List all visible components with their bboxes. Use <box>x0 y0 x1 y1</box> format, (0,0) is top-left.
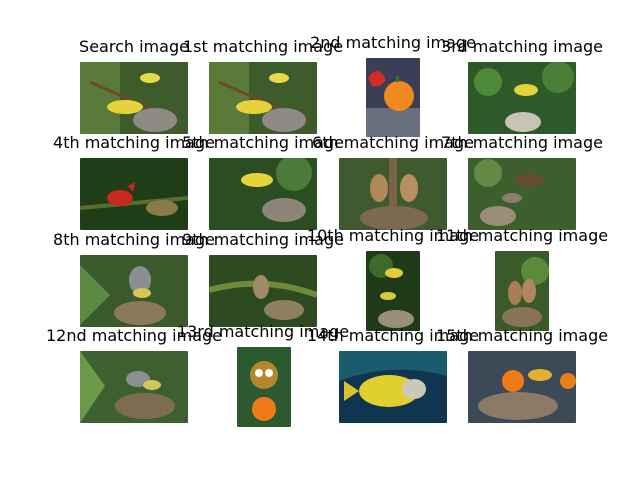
bird-figurine-icon <box>468 351 576 423</box>
rooster-orange-icon <box>366 58 420 137</box>
yellow-bird-nest-icon <box>209 62 317 134</box>
panel-title: 10th matching image <box>306 226 480 245</box>
panel-title: 6th matching image <box>312 133 474 152</box>
panel-title: 12nd matching image <box>45 326 223 345</box>
panel-title: 3rd matching image <box>441 37 603 56</box>
panel-title: 9th matching image <box>182 230 344 249</box>
panel-title: 11th matching image <box>435 226 609 245</box>
yellow-bird-nest-icon <box>80 62 188 134</box>
owl-figurine-icon <box>237 347 291 427</box>
red-cardinal-nest-icon <box>80 158 188 230</box>
waxwing-nest-icon <box>495 251 549 331</box>
bird-nest-icon <box>209 255 317 327</box>
panel-title: 5th matching image <box>182 133 344 152</box>
panel-title: 8th matching image <box>53 230 215 249</box>
yellow-bird-nest-icon <box>209 158 317 230</box>
panel-title: 13rd matching image <box>176 322 350 341</box>
panel-title: 14th matching image <box>306 326 480 345</box>
yellow-bird-nest-icon <box>468 62 576 134</box>
fish-icon <box>339 351 447 423</box>
panel-title: 7th matching image <box>441 133 603 152</box>
waxwing-nest-icon <box>339 158 447 230</box>
panel-title: 4th matching image <box>53 133 215 152</box>
gray-bird-nest-icon <box>80 351 188 423</box>
panel-title: 1st matching image <box>182 37 344 56</box>
gray-bird-nest-icon <box>80 255 188 327</box>
panel-title: 2nd matching image <box>310 33 476 52</box>
yellow-bird-nest-icon <box>366 251 420 331</box>
bird-nest-icon <box>468 158 576 230</box>
panel-title: Search image <box>79 37 189 56</box>
panel-title: 15th matching image <box>435 326 609 345</box>
